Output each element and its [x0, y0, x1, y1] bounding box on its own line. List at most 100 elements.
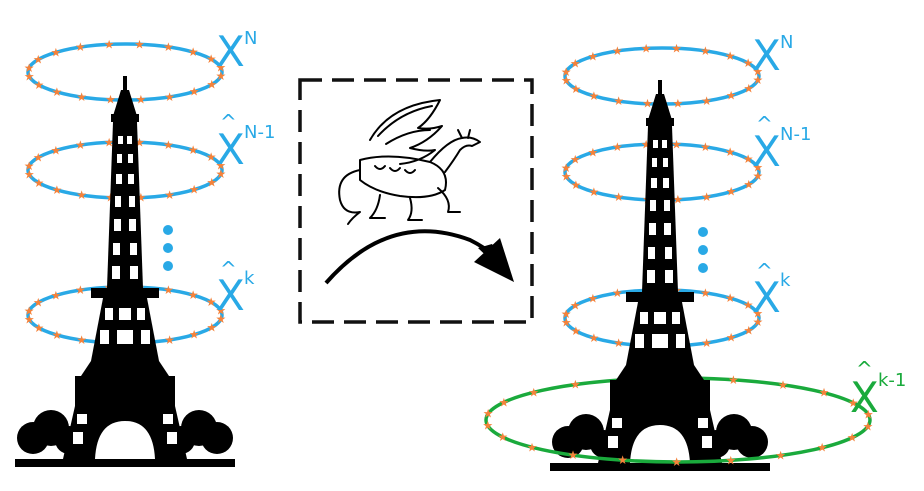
- orange-star-icon: ★: [189, 183, 200, 197]
- orange-star-icon: ★: [134, 135, 145, 149]
- orange-star-icon: ★: [700, 286, 711, 300]
- orange-star-icon: ★: [753, 169, 764, 183]
- orange-star-icon: ★: [216, 312, 227, 326]
- orange-star-icon: ★: [775, 448, 786, 462]
- orange-star-icon: ★: [571, 324, 582, 338]
- orange-star-icon: ★: [75, 138, 86, 152]
- orange-star-icon: ★: [589, 331, 600, 345]
- orange-star-icon: ★: [499, 395, 510, 409]
- ring-ellipse: [484, 419, 872, 464]
- orange-star-icon: ★: [24, 70, 35, 84]
- orange-star-icon: ★: [641, 41, 652, 55]
- hat-glyph: ^: [220, 110, 237, 134]
- center-panel: [298, 78, 534, 324]
- orange-star-icon: ★: [752, 64, 763, 78]
- dragon-icon: [338, 99, 481, 225]
- orange-star-icon: ★: [752, 306, 763, 320]
- orange-star-icon: ★: [104, 37, 115, 51]
- orange-star-icon: ★: [34, 176, 45, 190]
- orange-star-icon: ★: [206, 321, 217, 335]
- orange-star-icon: ★: [215, 60, 226, 74]
- orange-star-icon: ★: [24, 61, 35, 75]
- orange-star-icon: ★: [588, 145, 599, 159]
- orange-star-icon: ★: [561, 170, 572, 184]
- orange-star-icon: ★: [216, 167, 227, 181]
- ring-ellipse: [563, 288, 761, 348]
- orange-star-icon: ★: [570, 298, 581, 312]
- orange-star-icon: ★: [701, 94, 712, 108]
- label-superscript: k-1: [878, 370, 906, 391]
- orange-star-icon: ★: [164, 333, 175, 347]
- ring-ellipse: [563, 142, 761, 202]
- orange-star-icon: ★: [570, 152, 581, 166]
- orange-star-icon: ★: [216, 69, 227, 83]
- hat-glyph: ^: [756, 259, 773, 283]
- orange-star-icon: ★: [24, 168, 35, 182]
- label-superscript: N: [780, 32, 793, 53]
- orange-star-icon: ★: [561, 65, 572, 79]
- orange-star-icon: ★: [726, 331, 737, 345]
- orange-star-icon: ★: [163, 40, 174, 54]
- right-ring-n: ★★★★★★★★★★★★★ ★ ★ ★ ★ ★★★: [561, 41, 764, 110]
- orange-star-icon: ★: [561, 161, 572, 175]
- orange-star-icon: ★: [189, 85, 200, 99]
- orange-star-icon: ★: [163, 138, 174, 152]
- orange-star-icon: ★: [188, 288, 199, 302]
- orange-star-icon: ★: [700, 44, 711, 58]
- orange-star-icon: ★: [641, 137, 652, 151]
- label-superscript: N: [244, 28, 257, 49]
- orange-star-icon: ★: [728, 373, 739, 387]
- orange-star-icon: ★: [726, 89, 737, 103]
- orange-star-icon: ★: [561, 307, 572, 321]
- orange-star-icon: ★: [24, 313, 35, 327]
- left-ring-n-minus-1: ★★★★★★★★★★★★★★★★★★★★: [24, 135, 227, 204]
- left-ring-n: ★★★★★★★★★★★★★ ★ ★ ★ ★ ★★★: [24, 37, 227, 106]
- orange-star-icon: ★: [778, 378, 789, 392]
- orange-star-icon: ★: [51, 143, 62, 157]
- vertical-dots-icon: [163, 225, 173, 271]
- orange-star-icon: ★: [104, 135, 115, 149]
- orange-star-icon: ★: [862, 419, 873, 433]
- label-x-n: X N: [752, 31, 793, 80]
- orange-star-icon: ★: [589, 185, 600, 199]
- orange-star-icon: ★: [743, 82, 754, 96]
- ring-ellipse: [563, 46, 761, 106]
- label-superscript: N-1: [244, 122, 275, 143]
- orange-star-icon: ★: [24, 304, 35, 318]
- orange-star-icon: ★: [863, 407, 874, 421]
- orange-star-icon: ★: [33, 52, 44, 66]
- orange-star-icon: ★: [743, 298, 754, 312]
- orange-star-icon: ★: [188, 143, 199, 157]
- orange-star-icon: ★: [75, 283, 86, 297]
- orange-star-icon: ★: [33, 150, 44, 164]
- hat-glyph: ^: [756, 112, 773, 136]
- orange-star-icon: ★: [189, 328, 200, 342]
- orange-star-icon: ★: [135, 191, 146, 205]
- orange-star-icon: ★: [34, 321, 45, 335]
- hat-glyph: ^: [856, 357, 873, 381]
- orange-star-icon: ★: [612, 140, 623, 154]
- orange-star-icon: ★: [613, 94, 624, 108]
- label-symbol: X: [752, 273, 781, 322]
- orange-star-icon: ★: [725, 145, 736, 159]
- label-symbol: X: [752, 127, 781, 176]
- orange-star-icon: ★: [528, 385, 539, 399]
- label-symbol: X: [216, 271, 245, 320]
- orange-star-icon: ★: [571, 82, 582, 96]
- dashed-frame: [298, 78, 534, 324]
- orange-star-icon: ★: [215, 158, 226, 172]
- orange-star-icon: ★: [617, 453, 628, 467]
- orange-star-icon: ★: [847, 431, 858, 445]
- orange-star-icon: ★: [612, 44, 623, 58]
- label-xhat-n-minus-1: ^ X N-1: [752, 112, 811, 176]
- eiffel-tower-icon: [15, 76, 235, 467]
- orange-star-icon: ★: [725, 453, 736, 467]
- orange-star-icon: ★: [75, 40, 86, 54]
- eiffel-tower-icon: [550, 80, 770, 471]
- orange-star-icon: ★: [752, 160, 763, 174]
- orange-star-icon: ★: [561, 316, 572, 330]
- hat-glyph: ^: [220, 257, 237, 281]
- orange-star-icon: ★: [725, 291, 736, 305]
- orange-star-icon: ★: [206, 78, 217, 92]
- orange-star-icon: ★: [672, 97, 683, 111]
